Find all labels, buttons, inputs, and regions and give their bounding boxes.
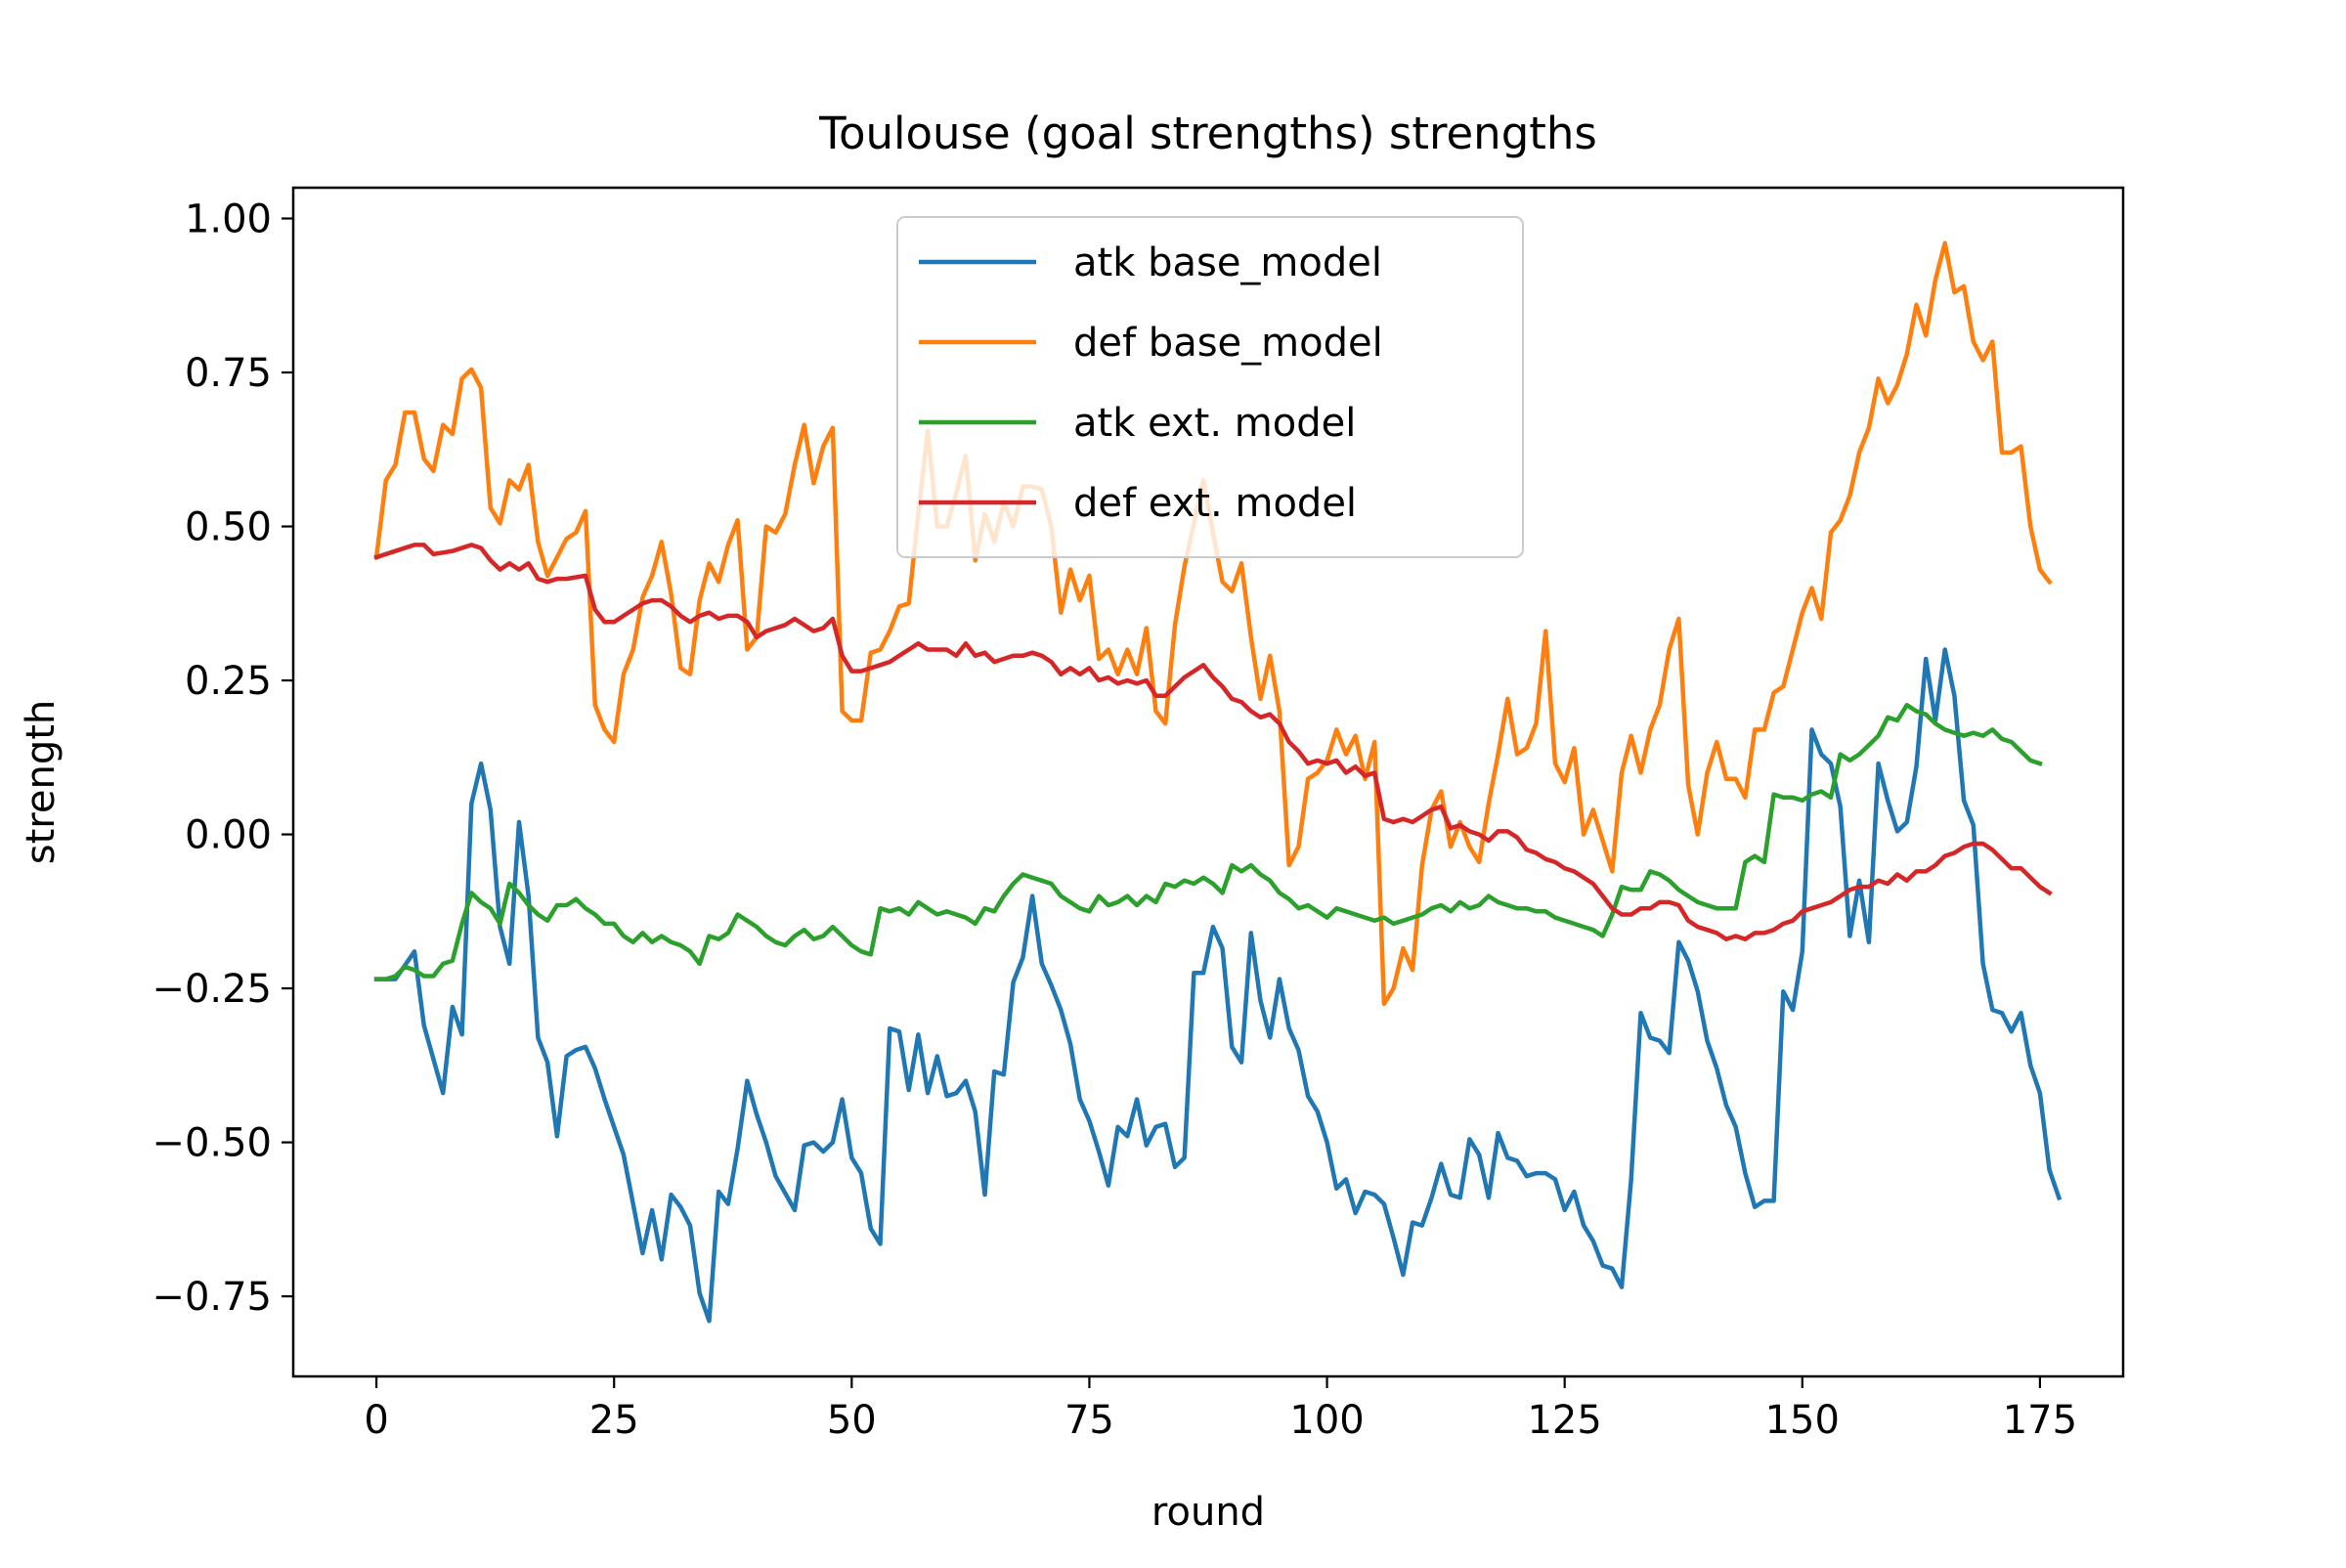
plot-frame bbox=[291, 186, 2125, 1378]
y-tick-label: −0.25 bbox=[152, 967, 272, 1012]
y-axis: −0.75 −0.50 −0.25 0.00 0.25 0.50 0.75 1.00 bbox=[152, 197, 293, 1320]
y-axis-label: strength bbox=[19, 700, 64, 864]
x-tick-label: 100 bbox=[1289, 1398, 1364, 1443]
x-axis-label: round bbox=[1151, 1490, 1265, 1535]
x-axis: 0 25 50 75 100 125 150 175 bbox=[364, 1376, 2077, 1443]
x-tick-label: 25 bbox=[589, 1398, 639, 1443]
legend-label-atk-base-model: atk base_model bbox=[1073, 240, 1382, 285]
series-line-def-ext-model bbox=[373, 543, 2053, 941]
x-tick-label: 125 bbox=[1527, 1398, 1601, 1443]
y-tick-label: 1.00 bbox=[185, 197, 272, 242]
y-tick-label: −0.75 bbox=[152, 1275, 272, 1320]
y-tick-label: 0.75 bbox=[185, 351, 272, 396]
y-tick-label: 0.25 bbox=[185, 659, 272, 704]
series-line-atk-base-model bbox=[373, 647, 2063, 1324]
x-tick-label: 0 bbox=[364, 1398, 388, 1443]
x-tick-label: 75 bbox=[1064, 1398, 1114, 1443]
series-line-atk-ext-model bbox=[373, 702, 2043, 981]
y-tick-label: 0.50 bbox=[185, 505, 272, 550]
legend-label-def-ext-model: def ext. model bbox=[1073, 481, 1357, 526]
y-tick-label: 0.00 bbox=[185, 813, 272, 858]
legend-label-atk-ext-model: atk ext. model bbox=[1073, 401, 1356, 446]
legend-label-def-base-model: def base_model bbox=[1073, 321, 1383, 366]
x-tick-label: 175 bbox=[2003, 1398, 2077, 1443]
chart-title: Toulouse (goal strengths) strengths bbox=[818, 108, 1597, 159]
y-tick-label: −0.50 bbox=[152, 1121, 272, 1166]
legend-box bbox=[896, 216, 1524, 558]
x-tick-label: 150 bbox=[1765, 1398, 1840, 1443]
x-tick-label: 50 bbox=[827, 1398, 877, 1443]
